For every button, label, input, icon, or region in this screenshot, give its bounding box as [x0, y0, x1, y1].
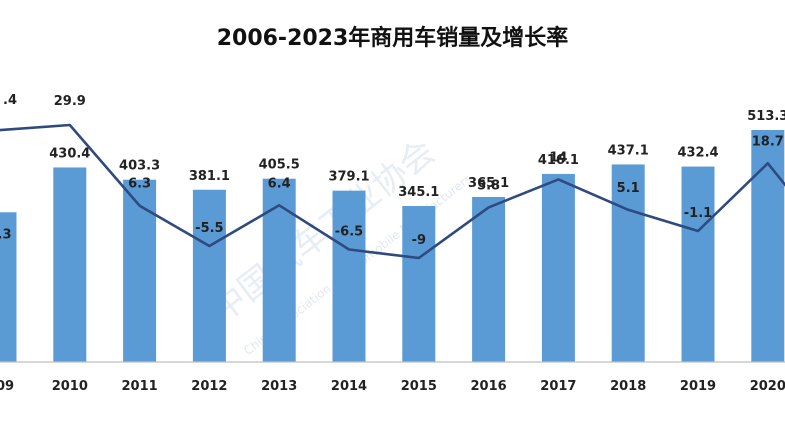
x-tick-2017: 2017 [540, 379, 576, 394]
bar-label-2010: 430.4 [49, 146, 90, 161]
bar-label-2016: 365.1 [468, 176, 509, 191]
line-label-2016: 5.8 [477, 178, 500, 193]
x-tick-2010: 2010 [52, 379, 88, 394]
line-label-2012: -5.5 [195, 221, 223, 236]
line-label-2017: 14 [549, 150, 567, 165]
line-label-2019: -1.1 [684, 206, 712, 221]
bar-2013 [262, 178, 296, 362]
x-tick-2011: 2011 [122, 379, 158, 394]
chart-title: 2006-2023年商用车销量及增长率 [216, 26, 569, 51]
x-tick-2020: 2020 [750, 379, 785, 394]
x-tick-2013: 2013 [261, 379, 297, 394]
x-tick-2014: 2014 [331, 379, 367, 394]
x-tick-2018: 2018 [610, 379, 646, 394]
line-label-2020: 18.7 [752, 134, 784, 149]
bar-label-2018: 437.1 [608, 143, 649, 158]
line-label-2018: 5.1 [617, 181, 640, 196]
bar-2017 [541, 173, 575, 362]
bar-2011 [123, 179, 157, 362]
bar-labels: 1.3 430.4 403.3 381.1 405.5 379.1 345.1 365.1 41… [0, 109, 785, 242]
bar-2009 [0, 212, 17, 362]
bar-series [0, 130, 785, 362]
bar-label-2014: 379.1 [328, 170, 369, 185]
bar-label-2019: 432.4 [677, 146, 718, 161]
bar-2010 [53, 167, 87, 362]
bar-2016 [472, 196, 506, 362]
bar-label-2017: 416.1 [538, 153, 579, 168]
bar-label-2009: 1.3 [0, 227, 12, 242]
bar-label-2011: 403.3 [119, 159, 160, 174]
growth-rate-line [0, 123, 785, 260]
bar-2012 [192, 189, 226, 362]
line-label-2015: -9 [412, 233, 426, 248]
line-label-2011: 6.3 [128, 177, 151, 192]
line-label-2009: .4 [3, 93, 17, 108]
x-tick-2019: 2019 [680, 379, 716, 394]
bar-label-2012: 381.1 [189, 169, 230, 184]
line-label-2010: 29.9 [54, 94, 86, 109]
bar-label-2015: 345.1 [398, 185, 439, 200]
x-tick-2015: 2015 [401, 379, 437, 394]
x-tick-2009: 09 [0, 379, 14, 394]
line-label-2013: 6.4 [268, 176, 291, 191]
bar-2014 [332, 190, 366, 362]
line-label-2014: -6.5 [335, 224, 363, 239]
bar-2019 [681, 166, 715, 362]
x-tick-labels: 09 2010 2011 2012 2013 2014 2015 2016 2017 2018 20… [0, 379, 785, 394]
line-series [0, 123, 785, 260]
bar-label-2013: 405.5 [259, 158, 300, 173]
bar-label-2020: 513.3 [747, 109, 785, 124]
bar-2020 [751, 130, 785, 362]
line-labels: .4 29.9 6.3 -5.5 6.4 -6.5 -9 5.8 14 5.1 -1.1 18.7 [3, 93, 784, 248]
x-tick-2012: 2012 [191, 379, 227, 394]
bar-2018 [611, 164, 645, 362]
bar-2015 [402, 206, 436, 362]
x-tick-2016: 2016 [471, 379, 507, 394]
